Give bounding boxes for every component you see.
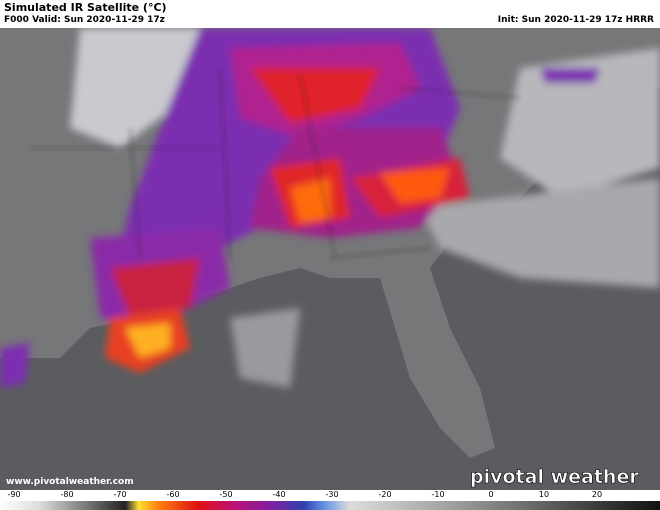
cloud-tops xyxy=(0,28,660,388)
colorbar-tick: -60 xyxy=(166,490,180,499)
colorbar xyxy=(0,501,660,510)
watermark: pivotal weather xyxy=(470,466,639,488)
colorbar-tick: 0 xyxy=(488,490,494,499)
colorbar-tick: -50 xyxy=(219,490,233,499)
map-title: Simulated IR Satellite (°C) xyxy=(4,1,167,14)
colorbar-tick: -10 xyxy=(431,490,445,499)
colorbar-tick: -70 xyxy=(113,490,127,499)
colorbar-tick: -20 xyxy=(378,490,392,499)
colorbar-tick: -90 xyxy=(7,490,21,499)
satellite-map: pivotal weather www.pivotalweather.com xyxy=(0,28,660,490)
colorbar-tick: -80 xyxy=(60,490,74,499)
colorbar-tick: -30 xyxy=(325,490,339,499)
borders xyxy=(30,67,521,259)
colorbar-tick: 20 xyxy=(591,490,603,499)
website: www.pivotalweather.com xyxy=(6,477,134,487)
init-time: Init: Sun 2020-11-29 17z HRRR xyxy=(497,15,654,25)
colorbar-tick: 10 xyxy=(538,490,550,499)
colorbar-labels: -90 -80 -70 -60 -50 -40 -30 -20 -10 0 10 20 xyxy=(0,490,660,501)
colorbar-tick: -40 xyxy=(272,490,286,499)
valid-time: F000 Valid: Sun 2020-11-29 17z xyxy=(4,15,165,25)
